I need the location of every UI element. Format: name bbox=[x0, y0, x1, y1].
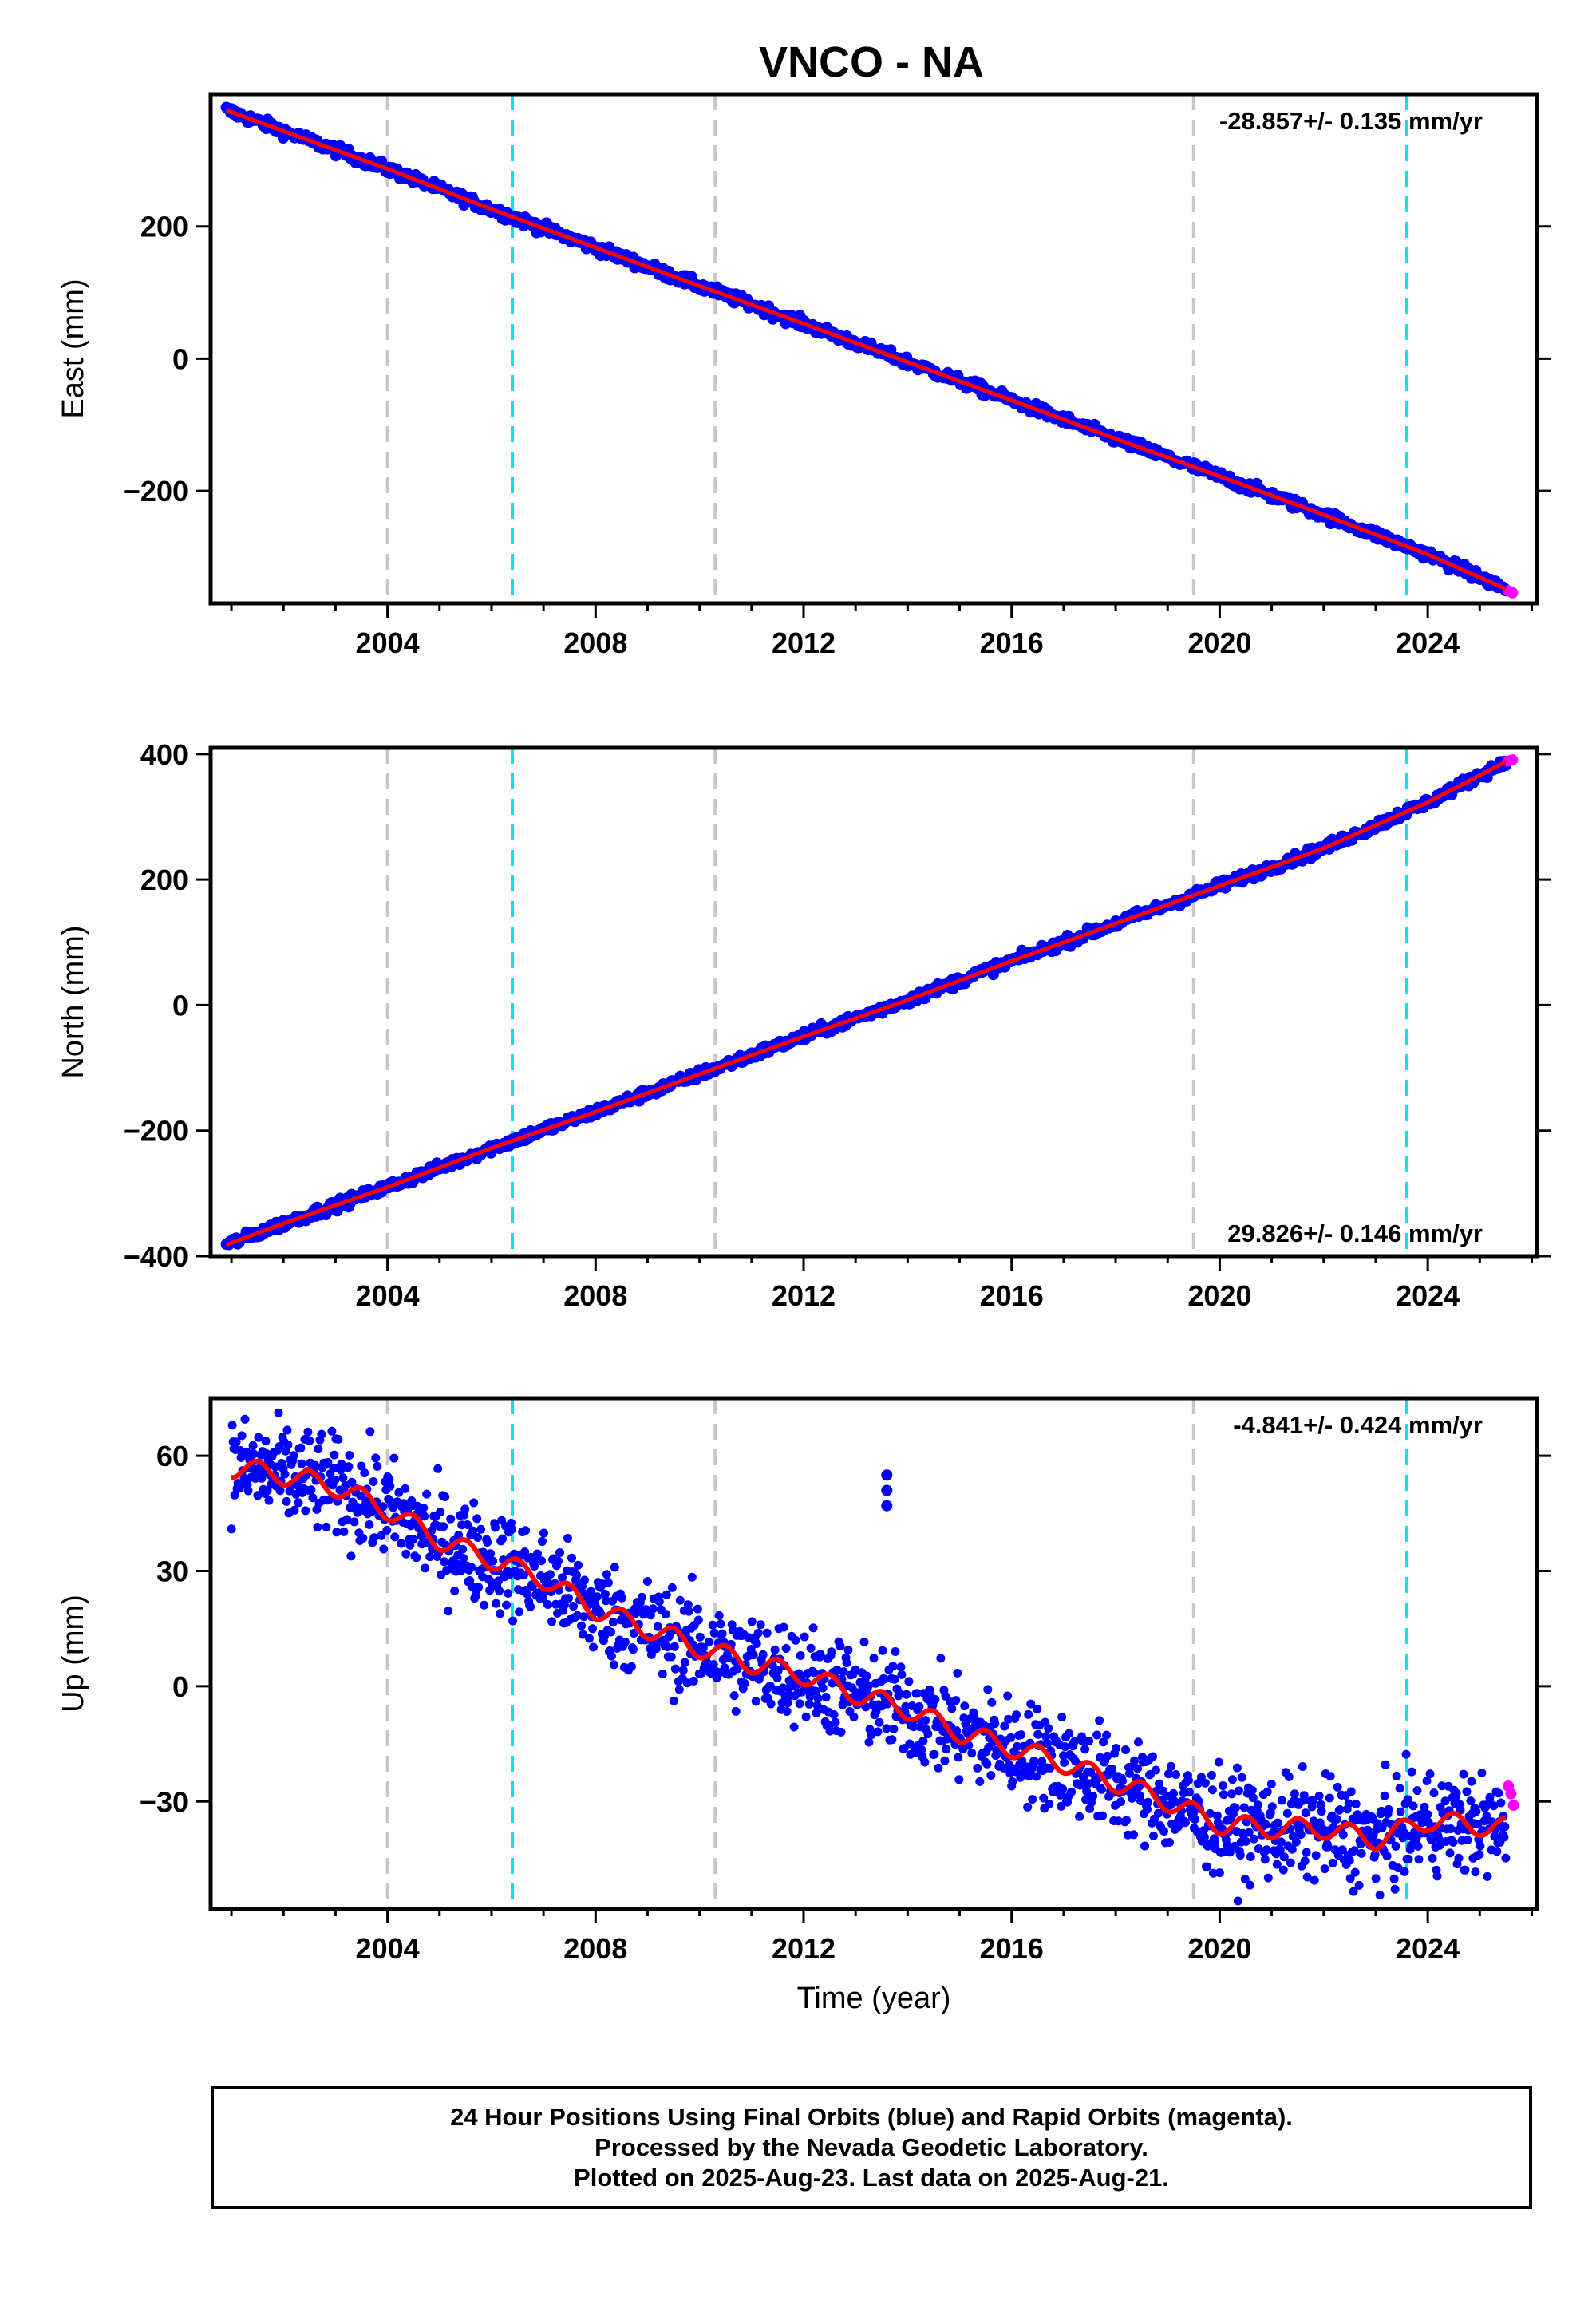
y-tick-label: 200 bbox=[140, 864, 188, 896]
velocity-label: -4.841+/- 0.424 mm/yr bbox=[1233, 1411, 1483, 1439]
panel-up: 2004 2008 2012 2016 2020 2024 −30 0 30 60 Up (mm) T… bbox=[57, 1396, 1551, 2015]
y-axis-label: East (mm) bbox=[57, 279, 90, 418]
plot-area bbox=[220, 748, 1519, 1256]
y-tick-label: 0 bbox=[172, 1670, 188, 1703]
y-axis-label: North (mm) bbox=[57, 925, 90, 1078]
x-tick-label: 2004 bbox=[356, 1279, 420, 1312]
plot-frame bbox=[208, 92, 1539, 606]
y-tick-label: 0 bbox=[172, 989, 188, 1022]
footer-line-dates: Plotted on 2025-Aug-23. Last data on 202… bbox=[574, 2164, 1169, 2192]
model-fit-line bbox=[225, 760, 1507, 1247]
y-tick-label: 200 bbox=[140, 211, 188, 243]
velocity-label: -28.857+/- 0.135 mm/yr bbox=[1219, 107, 1483, 135]
y-tick-label: 30 bbox=[156, 1555, 188, 1588]
x-tick-label: 2020 bbox=[1187, 1279, 1251, 1312]
x-tick-label: 2012 bbox=[772, 1932, 836, 1965]
x-axis-label: Time (year) bbox=[797, 1982, 951, 2015]
y-tick-label: −200 bbox=[124, 475, 188, 508]
x-tick-label: 2016 bbox=[980, 626, 1044, 659]
x-tick-label: 2024 bbox=[1396, 1932, 1460, 1965]
footer-box: 24 Hour Positions Using Final Orbits (bl… bbox=[211, 2086, 1532, 2209]
x-tick-label: 2020 bbox=[1187, 626, 1251, 659]
outlier-point bbox=[881, 1500, 893, 1512]
footer-line-processor: Processed by the Nevada Geodetic Laborat… bbox=[595, 2133, 1148, 2161]
y-tick-label: 60 bbox=[156, 1440, 188, 1472]
y-axis-label: Up (mm) bbox=[57, 1595, 90, 1713]
outlier-point bbox=[881, 1469, 893, 1481]
final-orbit-points bbox=[220, 755, 1511, 1251]
x-tick-label: 2008 bbox=[563, 626, 627, 659]
x-tick-label: 2012 bbox=[772, 1279, 836, 1312]
y-tick-label: 400 bbox=[140, 738, 188, 771]
x-tick-label: 2016 bbox=[980, 1279, 1044, 1312]
rapid-orbit-point bbox=[1507, 753, 1519, 765]
panels: 2004 2008 2012 2016 2020 2024 −200 0 200 East (mm… bbox=[57, 92, 1551, 2015]
x-tick-label: 2004 bbox=[356, 1932, 420, 1965]
x-tick-label: 2024 bbox=[1396, 626, 1460, 659]
model-fit-line bbox=[231, 1458, 1507, 1852]
plot-frame bbox=[208, 1396, 1539, 1911]
final-orbit-points bbox=[227, 1408, 1511, 1906]
x-tick-label: 2008 bbox=[563, 1279, 627, 1312]
velocity-label: 29.826+/- 0.146 mm/yr bbox=[1227, 1219, 1483, 1247]
x-tick-label: 2020 bbox=[1187, 1932, 1251, 1965]
y-tick-label: −200 bbox=[124, 1115, 188, 1148]
panel-north: 2004 2008 2012 2016 2020 2024 −400 −200 0 200 400 N… bbox=[57, 738, 1551, 1312]
footer-line-orbits: 24 Hour Positions Using Final Orbits (bl… bbox=[450, 2103, 1293, 2131]
model-fit-line bbox=[225, 108, 1507, 591]
y-tick-label: 0 bbox=[172, 342, 188, 375]
rapid-orbit-point bbox=[1507, 1800, 1519, 1812]
x-tick-label: 2004 bbox=[356, 626, 420, 659]
x-tick-label: 2016 bbox=[980, 1932, 1044, 1965]
rapid-orbit-point bbox=[1505, 1788, 1517, 1800]
plot-area bbox=[220, 94, 1519, 603]
outlier-point bbox=[881, 1484, 893, 1496]
y-tick-label: −30 bbox=[140, 1785, 188, 1818]
figure-title: VNCO - NA bbox=[759, 38, 984, 86]
y-tick-label: −400 bbox=[124, 1240, 188, 1273]
plot-area bbox=[227, 1398, 1519, 1909]
x-tick-label: 2008 bbox=[563, 1932, 627, 1965]
x-tick-label: 2012 bbox=[772, 626, 836, 659]
plot-frame bbox=[208, 745, 1539, 1259]
panel-east: 2004 2008 2012 2016 2020 2024 −200 0 200 East (mm… bbox=[57, 92, 1551, 659]
x-tick-label: 2024 bbox=[1396, 1279, 1460, 1312]
rapid-orbit-point bbox=[1507, 587, 1519, 599]
